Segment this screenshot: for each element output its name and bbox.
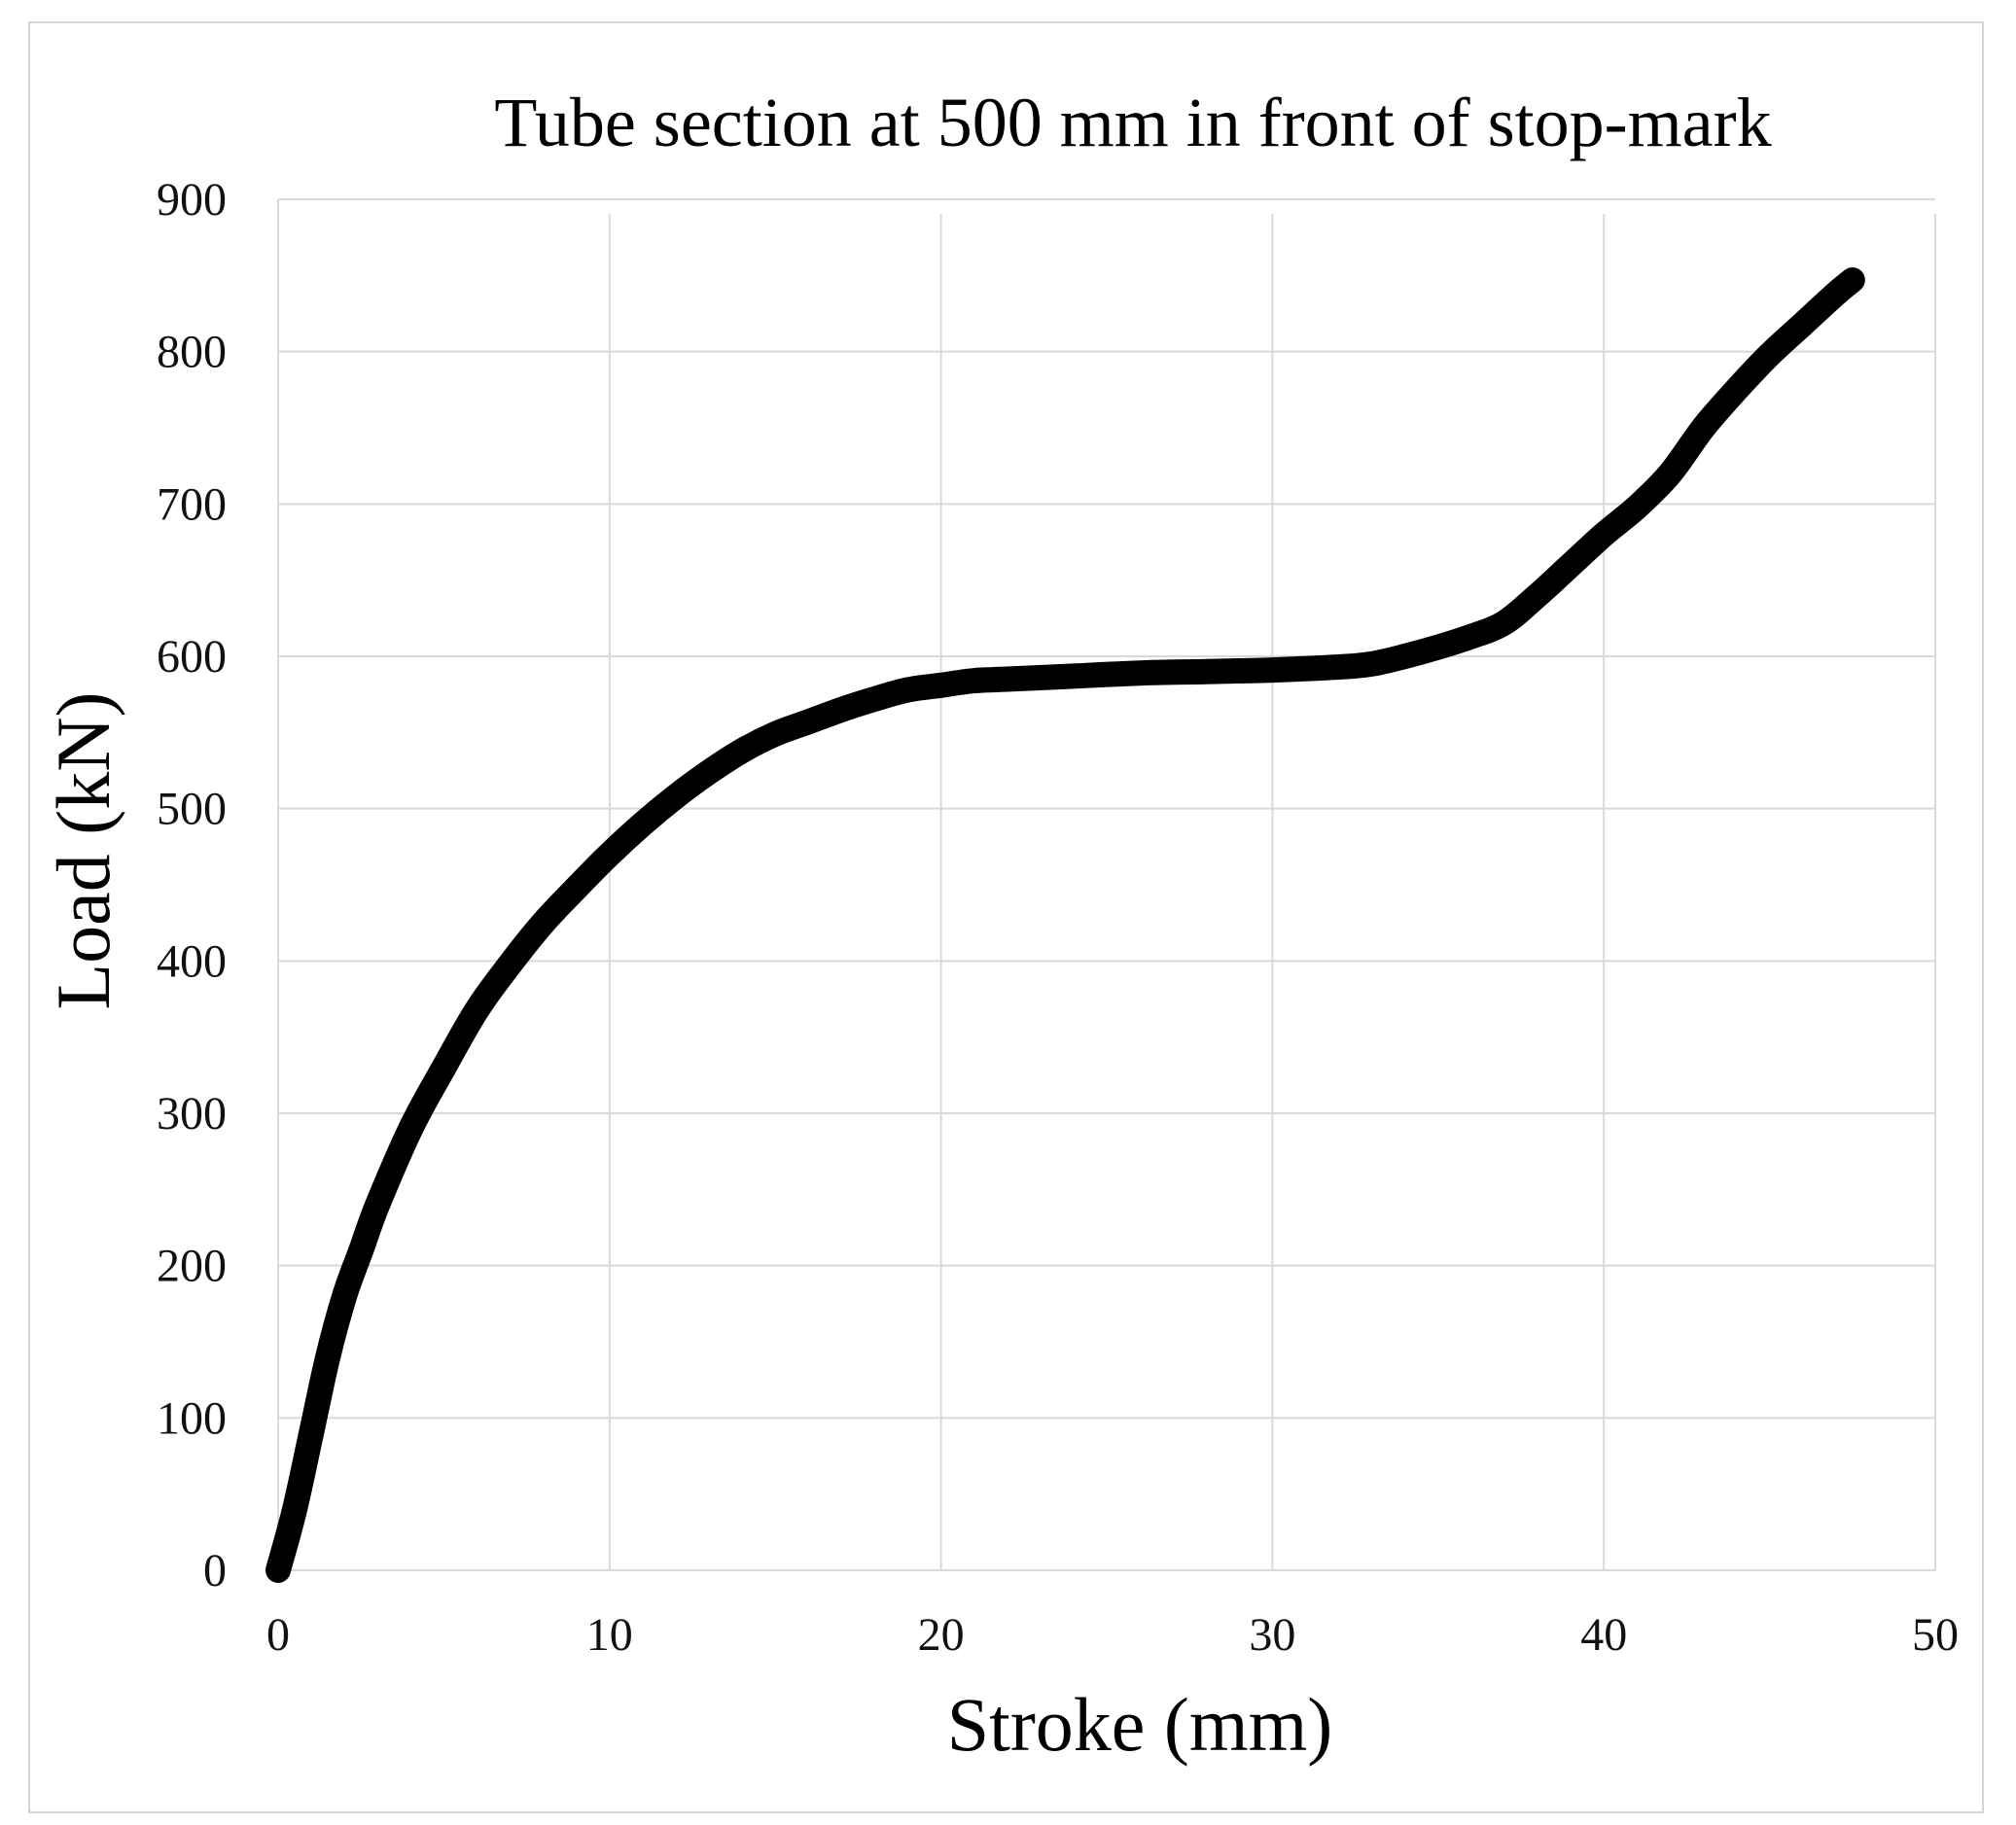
y-tick-label: 200 (157, 1241, 227, 1292)
y-tick-label: 300 (157, 1088, 227, 1140)
x-tick-label: 40 (1580, 1609, 1627, 1661)
chart-title: Tube section at 500 mm in front of stop-… (494, 84, 1771, 161)
y-tick-label: 700 (157, 478, 227, 530)
y-axis-title: Load (kN) (41, 691, 125, 1009)
x-tick-label: 50 (1912, 1609, 1959, 1661)
y-tick-label: 400 (157, 935, 227, 987)
y-tick-label: 0 (203, 1545, 227, 1597)
series-layer (265, 267, 1865, 1583)
axes (277, 198, 1935, 1571)
series-line (265, 267, 1865, 1583)
y-tick-label: 100 (157, 1392, 227, 1444)
x-tick-label: 20 (918, 1609, 965, 1661)
x-axis-title: Stroke (mm) (947, 1682, 1332, 1767)
tick-labels: 0 100 200 300 400 500 600 700 800 900 0 10 20 30 40 50 (157, 174, 1959, 1661)
y-tick-label: 900 (157, 174, 227, 226)
grid (278, 198, 1936, 1570)
chart-frame (28, 21, 1984, 1813)
x-tick-label: 0 (266, 1609, 290, 1661)
x-tick-label: 30 (1249, 1609, 1295, 1661)
y-tick-label: 600 (157, 631, 227, 683)
x-tick-label: 10 (586, 1609, 633, 1661)
y-tick-label: 500 (157, 784, 227, 835)
y-tick-label: 800 (157, 327, 227, 378)
